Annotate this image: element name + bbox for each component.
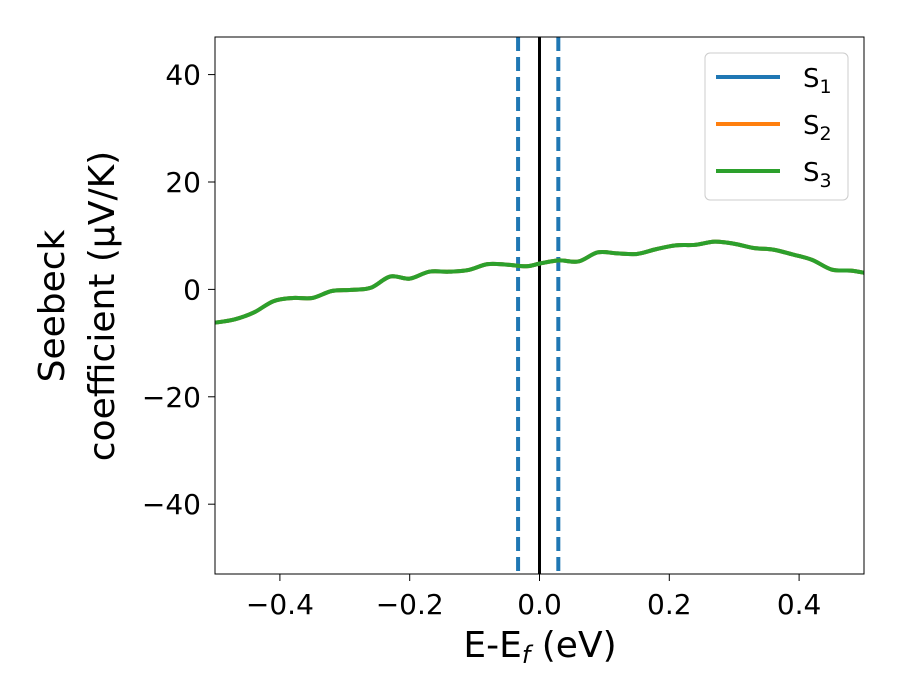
x-tick-label: −0.2: [376, 588, 444, 621]
series-line-s3: [215, 239, 864, 325]
y-axis-label-line2: coefficient (μV/K): [82, 151, 123, 461]
y-tick-label: −40: [142, 488, 201, 521]
x-axis-label: E-Ef (eV): [463, 625, 616, 669]
legend-box: [704, 52, 849, 201]
vertical-lines: [516, 37, 561, 574]
y-tick-label: −20: [142, 381, 201, 414]
legend-label-s3-sub: 3: [820, 170, 832, 192]
y-tick-label: 0: [183, 273, 201, 306]
y-tick-label: 20: [165, 166, 201, 199]
legend-label-s1-main: S: [803, 64, 820, 94]
y-axis-label-line1: Seebeck: [32, 229, 73, 382]
legend-label-s3: S3: [803, 158, 832, 192]
series-lines: [215, 239, 864, 325]
y-ticks: 40 20 0 −20 −40: [142, 59, 215, 521]
x-tick-label: 0.2: [647, 588, 692, 621]
legend-label-s1: S1: [803, 64, 832, 98]
legend-label-s2-main: S: [803, 111, 820, 141]
x-tick-label: 0.0: [517, 588, 562, 621]
x-axis-label-main: E-E: [463, 625, 521, 666]
legend-label-s2-sub: 2: [820, 123, 832, 145]
legend-label-s3-main: S: [803, 158, 820, 188]
legend: S1 S2 S3: [704, 52, 849, 201]
x-axis-label-unit: (eV): [530, 625, 616, 666]
legend-label-s1-sub: 1: [820, 76, 832, 98]
legend-label-s2: S2: [803, 111, 832, 145]
x-tick-label: −0.4: [246, 588, 314, 621]
x-ticks: −0.4 −0.2 0.0 0.2 0.4: [246, 574, 821, 621]
x-tick-label: 0.4: [777, 588, 822, 621]
y-tick-label: 40: [165, 59, 201, 92]
